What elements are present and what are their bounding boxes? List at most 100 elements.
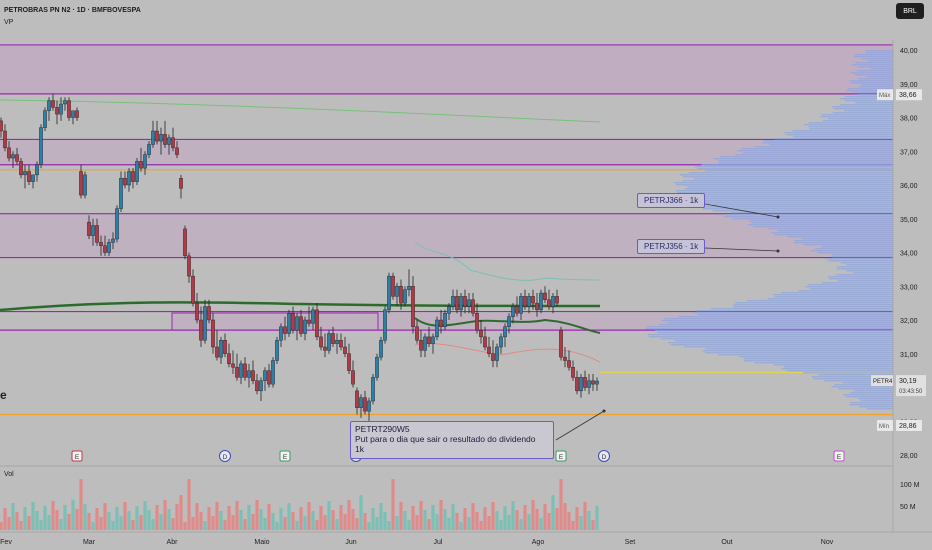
- volume-bar: [471, 503, 475, 530]
- volume-bar: [27, 516, 31, 530]
- volume-bar: [579, 516, 583, 530]
- volume-bar: [535, 509, 539, 530]
- volume-bar: [31, 502, 35, 530]
- time-axis[interactable]: Fev Mar Abr Maio Jun Jul Ago Set Out Nov: [0, 539, 834, 546]
- candle-body: [203, 306, 207, 341]
- candle-body: [303, 319, 307, 334]
- volume-bar: [311, 511, 315, 530]
- profile-bar: [743, 358, 893, 360]
- profile-bar: [813, 378, 893, 380]
- volume-bar: [95, 508, 99, 530]
- time-tick-label: Jul: [434, 539, 443, 546]
- candle-body: [459, 296, 463, 311]
- price-tick-label: 35,00: [900, 217, 918, 224]
- profile-bar: [836, 268, 893, 270]
- volume-bar: [107, 512, 111, 530]
- candle-body: [123, 178, 127, 186]
- earnings-badge: [555, 450, 567, 462]
- profile-bar: [808, 284, 893, 286]
- indicator-label[interactable]: VP: [4, 19, 14, 26]
- earnings-event-marker[interactable]: E: [279, 450, 291, 462]
- price-tick-label: 36,00: [900, 183, 918, 190]
- candle-body: [595, 380, 599, 385]
- volume-bar: [147, 510, 151, 530]
- volume-bar: [331, 510, 335, 530]
- profile-bar: [717, 162, 893, 164]
- min-price-tag[interactable]: Mín 28,86: [877, 419, 922, 431]
- profile-bar: [739, 356, 893, 358]
- profile-bar: [713, 158, 893, 160]
- volume-bar: [295, 521, 299, 530]
- candle-body: [271, 360, 275, 385]
- max-price-tag[interactable]: Máx 38,66: [877, 89, 922, 101]
- put-option-note[interactable]: PETRT290W5 Put para o dia que sair o res…: [350, 421, 554, 459]
- candle-body: [563, 356, 567, 361]
- call-option-2-text: PETRJ356 · 1k: [644, 242, 699, 251]
- last-price-tag[interactable]: PETR4 30,19 03:43:50: [871, 375, 926, 397]
- profile-bar: [862, 58, 893, 60]
- volume-bar: [379, 503, 383, 530]
- profile-bar: [774, 296, 893, 298]
- profile-bar: [660, 338, 893, 340]
- volume-bar: [175, 504, 179, 530]
- earnings-event-marker[interactable]: E: [833, 450, 845, 462]
- candle-body: [467, 299, 471, 307]
- volume-bar: [119, 516, 123, 530]
- volume-bar: [455, 513, 459, 530]
- volume-bar: [139, 515, 143, 530]
- profile-bar: [673, 182, 893, 184]
- volume-bar: [195, 503, 199, 530]
- volume-bar: [519, 519, 523, 530]
- volume-profile: [645, 50, 893, 410]
- volume-bar: [171, 518, 175, 530]
- volume-bar: [383, 512, 387, 530]
- band-upper: [414, 241, 601, 281]
- profile-bar: [675, 184, 893, 186]
- profile-bar: [684, 188, 893, 190]
- volume-bar: [339, 505, 343, 530]
- candle-body: [107, 242, 111, 253]
- volume-bar: [375, 517, 379, 530]
- volume-bar: [543, 504, 547, 530]
- band-lower: [414, 343, 601, 363]
- price-tick-label: 37,00: [900, 149, 918, 156]
- profile-bar: [762, 142, 893, 144]
- candle-body: [179, 178, 183, 189]
- candle-body: [139, 161, 143, 169]
- profile-bar: [694, 166, 893, 168]
- dividend-badge: [219, 450, 231, 462]
- profile-bar: [854, 54, 893, 56]
- volume-bar: [323, 515, 327, 530]
- volume-bar: [291, 512, 295, 530]
- candle-body: [239, 363, 243, 378]
- call-option-annotation-1[interactable]: PETRJ366 · 1k: [637, 193, 706, 208]
- call-option-annotation-2[interactable]: PETRJ356 · 1k: [637, 239, 706, 254]
- candle-body: [567, 360, 571, 368]
- volume-bar: [515, 510, 519, 530]
- candle-body: [79, 171, 83, 196]
- dividend-event-marker[interactable]: D: [598, 450, 610, 462]
- profile-bar: [802, 238, 893, 240]
- profile-bar: [670, 344, 893, 346]
- profile-bar: [844, 110, 893, 112]
- currency-button[interactable]: BRL: [896, 3, 924, 19]
- volume-bar: [255, 500, 259, 530]
- dividend-event-marker[interactable]: D: [219, 450, 231, 462]
- candle-body: [47, 100, 51, 111]
- earnings-event-marker[interactable]: E: [555, 450, 567, 462]
- volume-bar: [211, 516, 215, 530]
- profile-bar: [808, 126, 893, 128]
- price-axis[interactable]: 40,00 39,00 38,00 37,00 36,00 35,00 34,00 33,00…: [871, 48, 926, 460]
- profile-bar: [697, 314, 893, 316]
- candle-body: [171, 137, 175, 149]
- earnings-event-marker[interactable]: E: [71, 450, 83, 462]
- candle-body: [583, 377, 587, 388]
- candle-body: [483, 336, 487, 348]
- profile-bar: [735, 302, 893, 304]
- volume-label[interactable]: Vol: [4, 471, 14, 478]
- time-tick-label: Out: [721, 539, 732, 546]
- profile-bar: [747, 224, 893, 226]
- candle-body: [455, 296, 459, 311]
- candle-body: [87, 221, 91, 236]
